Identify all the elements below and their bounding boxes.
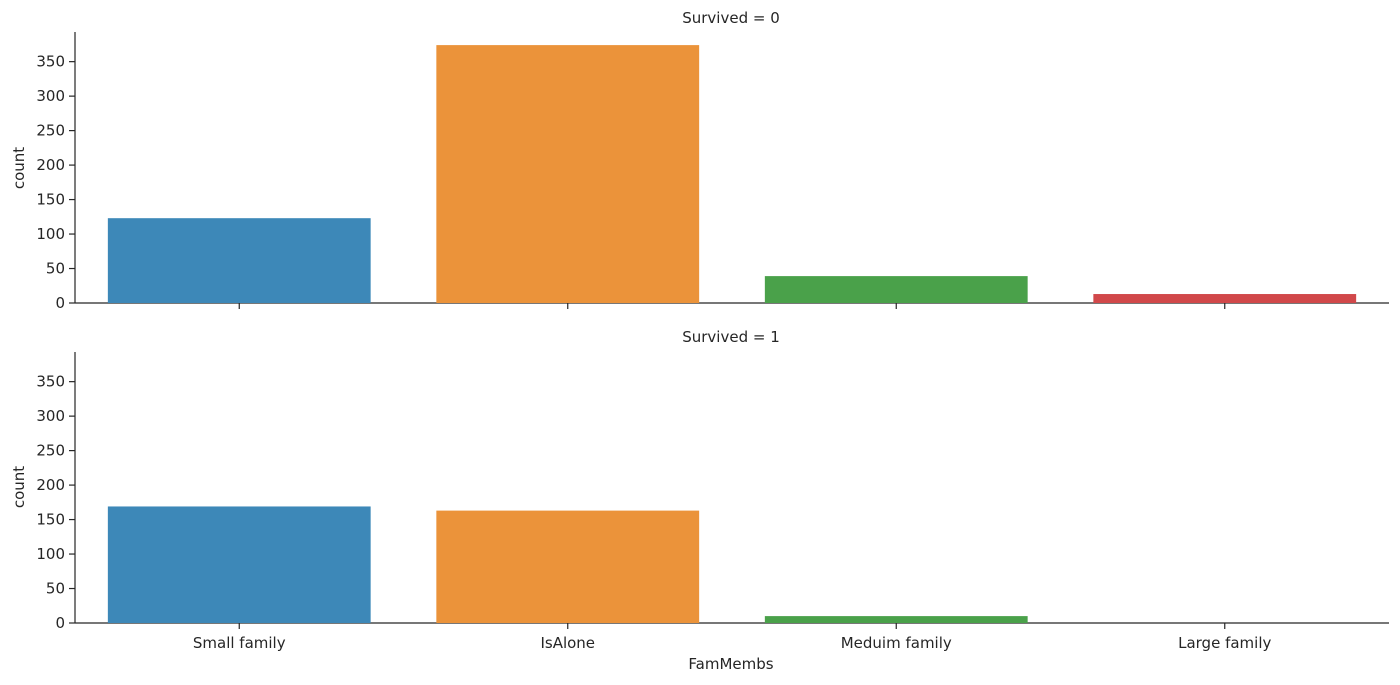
y-tick-label: 300 <box>36 87 65 105</box>
x-ticks <box>238 303 1226 309</box>
y-tick-label: 250 <box>36 442 65 460</box>
y-tick-label: 50 <box>46 260 65 278</box>
bar-large-family <box>1093 294 1357 303</box>
y-ticks: 0 50 100 150 200 250 300 350 <box>36 373 75 632</box>
y-tick-label: 200 <box>36 476 65 494</box>
y-tick-label: 0 <box>55 614 65 632</box>
y-tick-label: 0 <box>55 294 65 312</box>
y-axis-label: count <box>10 466 28 508</box>
x-axis-label: FamMembs <box>688 655 773 673</box>
y-tick-label: 100 <box>36 225 65 243</box>
x-tick-label: IsAlone <box>540 634 595 652</box>
y-tick-label: 350 <box>36 53 65 71</box>
x-tick-label: Meduim family <box>841 634 952 652</box>
panel-title: Survived = 1 <box>682 328 780 346</box>
bars <box>107 45 1357 304</box>
bar-small-family <box>107 218 371 303</box>
y-axis-label: count <box>10 147 28 189</box>
bar-small-family <box>107 506 371 623</box>
y-tick-label: 250 <box>36 122 65 140</box>
bar-meduim-family <box>764 276 1028 303</box>
panel-survived-1: Survived = 1 count 0 50 100 150 200 250 300 350… <box>10 328 1389 652</box>
y-tick-label: 200 <box>36 156 65 174</box>
bar-isalone <box>436 510 700 623</box>
y-tick-label: 50 <box>46 580 65 598</box>
x-tick-label: Large family <box>1178 634 1271 652</box>
y-tick-label: 150 <box>36 511 65 529</box>
y-tick-label: 300 <box>36 407 65 425</box>
y-ticks: 0 50 100 150 200 250 300 350 <box>36 53 75 312</box>
x-tick-label: Small family <box>193 634 286 652</box>
bar-meduim-family <box>764 616 1028 623</box>
x-ticks: Small family IsAlone Meduim family Large fa… <box>193 623 1271 652</box>
bar-isalone <box>436 45 700 304</box>
y-tick-label: 150 <box>36 191 65 209</box>
panel-survived-0: Survived = 0 count 0 50 100 150 200 250 300 350 <box>10 9 1389 312</box>
panel-title: Survived = 0 <box>682 9 780 27</box>
y-tick-label: 350 <box>36 373 65 391</box>
y-tick-label: 100 <box>36 545 65 563</box>
bars <box>107 506 1028 623</box>
